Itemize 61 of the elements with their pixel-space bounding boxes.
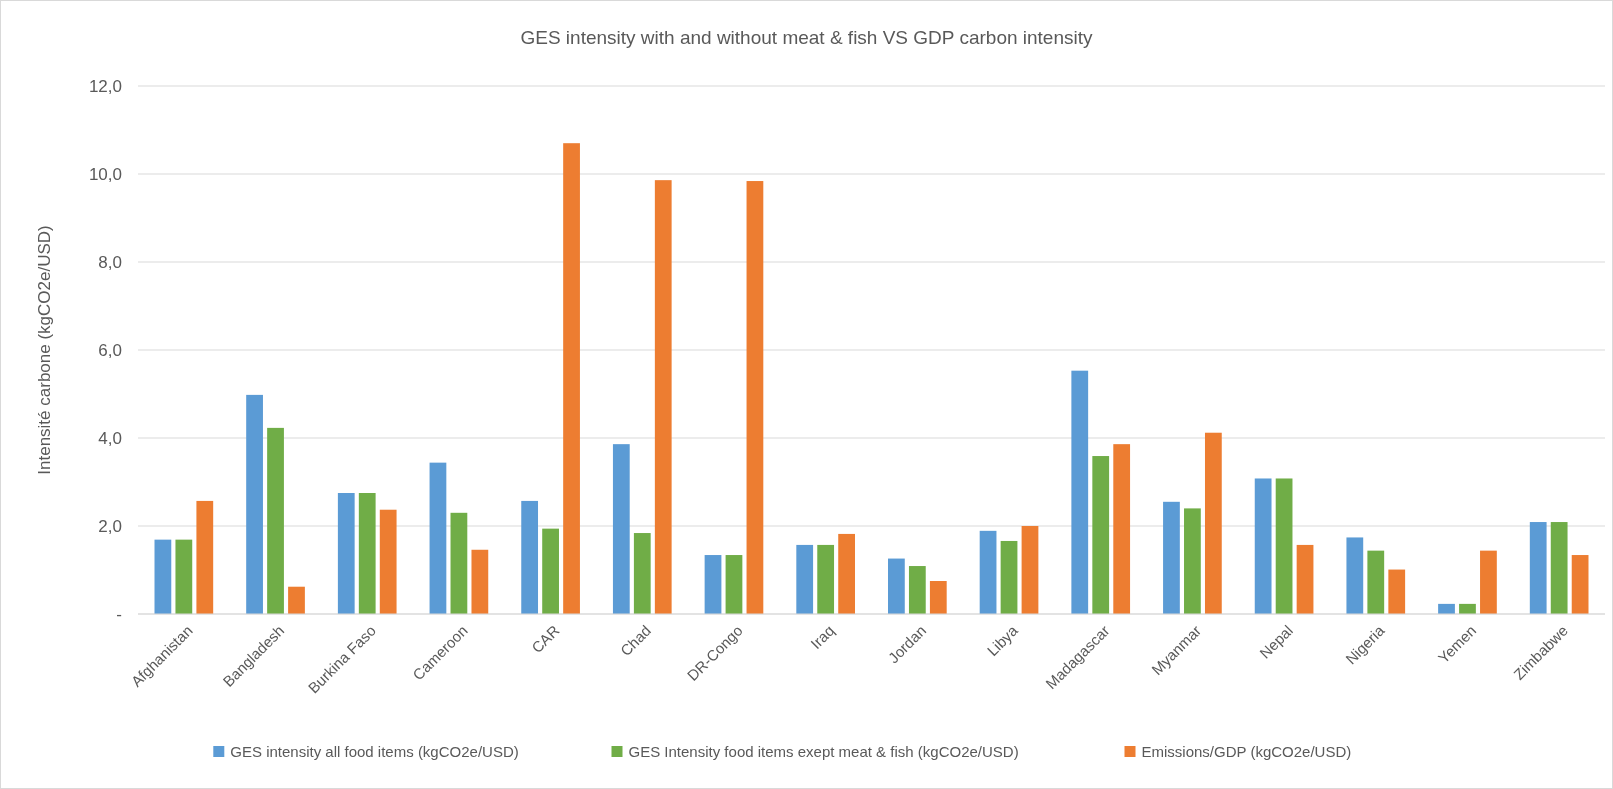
y-axis-title: Intensité carbone (kgCO2e/USD) xyxy=(35,225,54,475)
bar xyxy=(1438,603,1455,614)
bar xyxy=(563,143,580,614)
y-tick-label: 12,0 xyxy=(88,76,122,96)
bar xyxy=(1204,432,1222,614)
bar xyxy=(654,180,672,614)
bar xyxy=(746,181,764,614)
bar xyxy=(1529,522,1547,614)
bar xyxy=(1113,444,1131,614)
bar xyxy=(337,493,355,614)
bar xyxy=(1571,555,1589,614)
y-tick-label: - xyxy=(116,604,122,624)
legend-label: GES intensity all food items (kgCO2e/USD) xyxy=(230,743,519,761)
bar xyxy=(267,427,284,614)
bar xyxy=(1092,456,1110,614)
bar xyxy=(888,558,905,614)
chart-title: GES intensity with and without meat & fish VS GDP carbon intensity xyxy=(520,27,1094,48)
y-tick-label: 8,0 xyxy=(98,252,122,272)
bar xyxy=(704,555,722,614)
bar xyxy=(1021,526,1039,614)
y-tick-label: 10,0 xyxy=(88,164,122,184)
bar xyxy=(1071,370,1089,614)
bar xyxy=(196,500,214,614)
bar xyxy=(154,539,172,614)
bar xyxy=(929,581,947,614)
bar xyxy=(1346,537,1364,614)
bar xyxy=(450,512,468,614)
bar xyxy=(817,544,835,614)
y-tick-label: 2,0 xyxy=(98,516,122,536)
bar xyxy=(288,586,305,614)
y-tick-label: 4,0 xyxy=(98,428,122,448)
bar xyxy=(521,500,539,614)
bar xyxy=(542,528,559,614)
bar xyxy=(796,544,814,614)
bar xyxy=(1388,569,1406,614)
bar xyxy=(175,539,193,614)
bar xyxy=(1296,544,1314,614)
bar xyxy=(1254,478,1272,614)
bar xyxy=(979,530,997,614)
bar xyxy=(1550,522,1568,614)
bar xyxy=(633,533,651,614)
bar xyxy=(1480,550,1497,614)
bar xyxy=(1000,540,1018,614)
bar xyxy=(1275,478,1293,614)
bar xyxy=(379,509,397,614)
bar xyxy=(1163,501,1180,614)
bar xyxy=(838,533,855,614)
bar xyxy=(725,555,743,614)
x-tick-label: Iraq xyxy=(807,621,838,653)
bar xyxy=(358,493,376,614)
bar xyxy=(246,394,263,614)
bar xyxy=(612,444,630,614)
bar xyxy=(908,566,926,614)
bar xyxy=(1184,508,1201,614)
bar xyxy=(471,549,489,614)
y-tick-label: 6,0 xyxy=(98,340,122,360)
legend-label: Emissions/GDP (kgCO2e/USD) xyxy=(1141,743,1352,761)
bar xyxy=(1459,603,1476,614)
bar xyxy=(1367,550,1385,614)
bar xyxy=(429,462,447,614)
legend-label: GES Intensity food items exept meat & fish (kgCO2e/USD) xyxy=(628,743,1019,761)
